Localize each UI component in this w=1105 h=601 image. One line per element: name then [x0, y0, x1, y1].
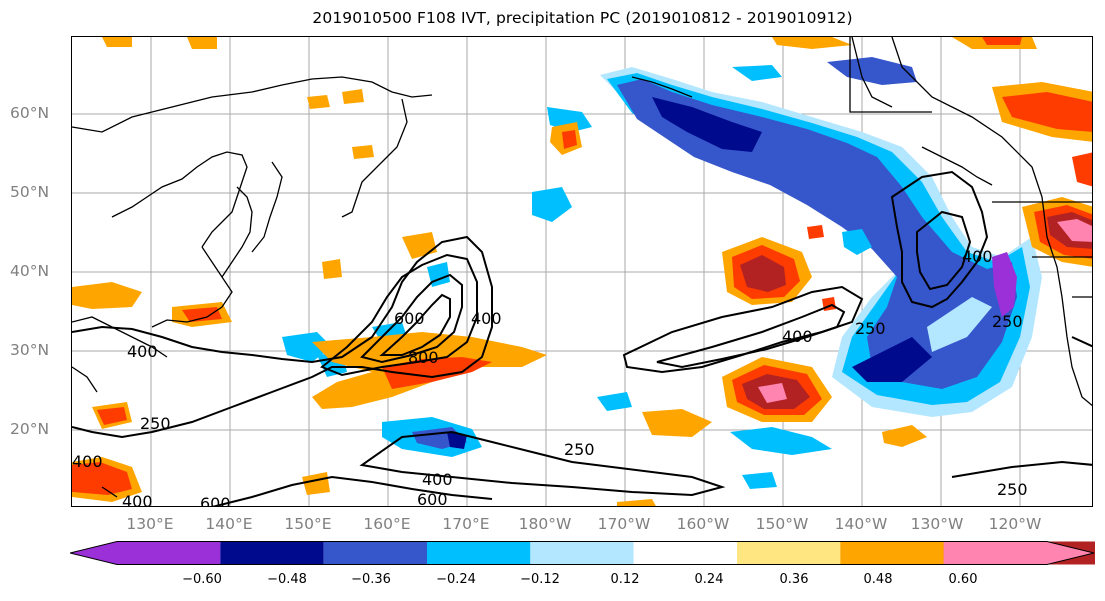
lon-label: 160°W: [676, 515, 730, 533]
lon-label: 130°E: [126, 515, 174, 533]
colorbar: [70, 541, 1095, 565]
map-title: 2019010500 F108 IVT, precipitation PC (2…: [312, 9, 853, 27]
lat-label: 50°N: [10, 183, 50, 201]
contour-label: 800: [408, 348, 439, 367]
map-canvas: 600 400 800 400 400 250 250 400 600 250 …: [72, 37, 1092, 507]
colorbar-segment: [530, 541, 634, 565]
colorbar-segment: [70, 541, 221, 565]
lon-label: 160°E: [363, 515, 411, 533]
contour-label: 400: [127, 342, 158, 361]
colorbar-tick: −0.12: [520, 572, 560, 587]
colorbar-segment: [220, 541, 324, 565]
lon-label: 120°W: [988, 515, 1042, 533]
colorbar-tick: −0.24: [436, 572, 476, 587]
contour-label: 400: [122, 492, 153, 507]
lon-label: 150°E: [284, 515, 332, 533]
contour-label: 400: [962, 247, 993, 266]
lat-label: 20°N: [10, 420, 50, 438]
lon-label: 140°E: [205, 515, 253, 533]
lat-label: 40°N: [10, 262, 50, 280]
colorbar-segment: [943, 541, 1094, 565]
coastlines: [72, 37, 1092, 498]
colorbar-tick: −0.60: [182, 572, 222, 587]
lon-label: 170°W: [597, 515, 651, 533]
colorbar-segment: [323, 541, 427, 565]
contour-labels: 600 400 800 400 400 250 250 400 600 250 …: [72, 247, 1028, 507]
contour-label: 250: [140, 414, 171, 433]
lat-label: 30°N: [10, 341, 50, 359]
colorbar-tick: 0.12: [610, 572, 640, 587]
positive-pc-regions: [72, 37, 1092, 506]
colorbar-segment: [633, 541, 737, 565]
colorbar-segment: [427, 541, 531, 565]
lon-label: 170°E: [442, 515, 490, 533]
lat-label: 60°N: [10, 104, 50, 122]
contour-label: 600: [200, 494, 231, 507]
contour-label: 250: [564, 440, 595, 459]
contour-label: 400: [72, 452, 103, 471]
map-panel: 600 400 800 400 400 250 250 400 600 250 …: [71, 36, 1093, 507]
ivt-contours: [72, 170, 1092, 506]
negative-pc-regions: [282, 57, 1042, 489]
colorbar-tick: 0.60: [948, 572, 978, 587]
colorbar-tick: 0.24: [694, 572, 724, 587]
colorbar-segment: [737, 541, 841, 565]
contour-label: 250: [855, 319, 886, 338]
colorbar-tick: 0.36: [779, 572, 809, 587]
lon-label: 180°W: [518, 515, 572, 533]
contour-label: 250: [992, 312, 1023, 331]
lon-label: 140°W: [834, 515, 888, 533]
contour-label: 250: [997, 480, 1028, 499]
lon-label: 150°W: [755, 515, 809, 533]
contour-label: 600: [394, 309, 425, 328]
colorbar-tick: −0.36: [351, 572, 391, 587]
colorbar-tick: −0.48: [267, 572, 307, 587]
colorbar-tick: 0.48: [863, 572, 893, 587]
lon-label: 130°W: [910, 515, 964, 533]
contour-label: 600: [417, 490, 448, 507]
contour-label: 400: [471, 309, 502, 328]
contour-label: 400: [422, 470, 453, 489]
colorbar-segment: [840, 541, 944, 565]
contour-label: 400: [782, 327, 813, 346]
